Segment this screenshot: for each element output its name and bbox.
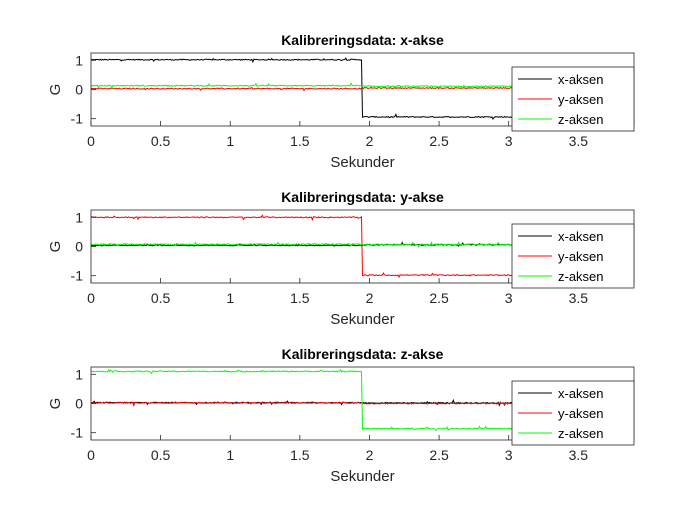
x-axis-label: Sekunder	[330, 468, 394, 485]
x-tick-label: 0.5	[151, 447, 171, 463]
legend-label: z-aksen	[558, 269, 604, 284]
y-tick-label: 0	[75, 239, 83, 255]
legend: x-aksen y-aksen z-aksen	[511, 223, 635, 289]
x-axis-label: Sekunder	[330, 154, 394, 171]
x-tick-label: 0.5	[151, 290, 171, 306]
x-tick-label: 3	[505, 133, 513, 149]
x-tick-label: 2.5	[429, 133, 449, 149]
x-tick-label: 3.5	[569, 290, 589, 306]
y-tick-label: -1	[71, 111, 84, 127]
x-tick-label: 2.5	[429, 447, 449, 463]
legend-label: z-aksen	[558, 112, 604, 127]
y-tick-label: 0	[75, 82, 83, 98]
chart-title: Kalibreringsdata: y-akse	[281, 189, 444, 205]
x-tick-label: 1	[226, 447, 234, 463]
legend-label: y-aksen	[558, 92, 604, 107]
y-tick-label: 1	[75, 52, 83, 68]
x-tick-label: 1.5	[290, 290, 310, 306]
x-tick-label: 2.5	[429, 290, 449, 306]
x-tick-label: 3.5	[569, 133, 589, 149]
x-tick-label: 0	[87, 290, 95, 306]
y-axis-label: G	[47, 398, 64, 410]
y-tick-label: 1	[75, 366, 83, 382]
chart-title: Kalibreringsdata: x-akse	[281, 32, 444, 48]
y-tick-label: -1	[71, 268, 84, 284]
x-tick-label: 1	[226, 133, 234, 149]
x-tick-label: 0.5	[151, 133, 171, 149]
legend: x-aksen y-aksen z-aksen	[511, 380, 635, 446]
x-tick-label: 3	[505, 447, 513, 463]
chart-title: Kalibreringsdata: z-akse	[282, 346, 444, 362]
x-tick-label: 3.5	[569, 447, 589, 463]
legend: x-aksen y-aksen z-aksen	[511, 66, 635, 132]
y-axis-label: G	[47, 241, 64, 253]
legend-label: x-aksen	[558, 229, 604, 244]
x-tick-label: 0	[87, 447, 95, 463]
legend-label: y-aksen	[558, 249, 604, 264]
x-tick-label: 1.5	[290, 133, 310, 149]
legend-label: x-aksen	[558, 72, 604, 87]
x-tick-label: 1.5	[290, 447, 310, 463]
x-tick-label: 2	[366, 133, 374, 149]
legend-label: z-aksen	[558, 426, 604, 441]
legend-label: x-aksen	[558, 386, 604, 401]
x-tick-label: 3	[505, 290, 513, 306]
y-axis-label: G	[47, 84, 64, 96]
x-axis-label: Sekunder	[330, 311, 394, 328]
legend-label: y-aksen	[558, 406, 604, 421]
x-tick-label: 0	[87, 133, 95, 149]
y-tick-label: 1	[75, 209, 83, 225]
x-tick-label: 1	[226, 290, 234, 306]
x-tick-label: 2	[366, 290, 374, 306]
y-tick-label: 0	[75, 396, 83, 412]
y-tick-label: -1	[71, 425, 84, 441]
x-tick-label: 2	[366, 447, 374, 463]
